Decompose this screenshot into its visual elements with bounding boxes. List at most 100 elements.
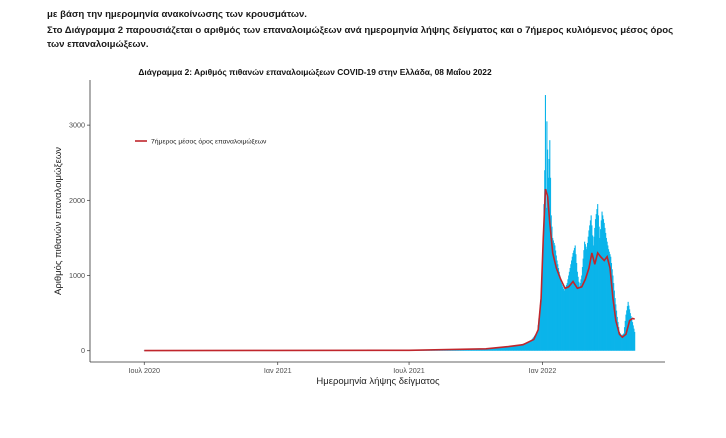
bar [581,267,583,351]
bar [523,343,525,351]
bar [460,349,462,351]
bar [565,286,567,351]
bar [629,309,631,351]
bar [454,349,457,351]
bar [563,288,565,351]
bar [524,343,526,351]
bar [522,343,524,351]
bar [608,249,610,351]
bar-series [143,95,636,351]
bar [463,349,465,351]
x-axis-label: Ημερομηνία λήψης δείγματος [316,376,440,387]
bar [486,348,488,351]
bar [525,342,527,351]
bar [503,347,505,351]
bar [621,335,623,351]
bar [574,245,576,351]
bar [531,338,533,351]
bar [568,271,570,351]
bar [506,346,508,351]
bar [616,310,618,351]
bar [528,341,531,351]
bar [547,149,549,351]
bar [552,237,554,351]
bar [562,286,564,351]
bar [608,251,610,351]
bar [468,349,470,351]
bar [592,245,594,351]
bar [489,348,491,351]
bar [470,349,472,351]
bar [552,240,554,351]
bar [539,304,541,351]
bar [457,349,459,351]
bar [607,245,609,351]
bar [573,250,575,351]
bar [597,204,599,351]
bar [633,328,635,351]
bar [540,298,542,351]
bar [475,349,477,351]
bar [516,345,518,351]
bar [558,271,560,351]
bar [462,349,464,351]
bar [600,229,602,351]
bar [518,344,520,351]
bar [586,242,589,351]
bar [596,209,598,351]
bar [621,334,623,351]
bar [526,342,528,351]
bar [494,347,496,351]
bar [455,349,457,351]
bar [534,334,536,351]
bar [549,140,551,351]
bar [467,349,469,351]
bar [588,230,590,351]
bar [481,348,483,351]
bar [563,290,565,351]
bar [589,220,591,351]
bar [561,284,563,351]
legend: 7ήμερος μέσος όρος επαναλοιμώξεων [135,138,267,146]
bar [545,207,547,351]
bar [499,347,502,351]
bar [492,348,494,351]
bar [583,250,585,351]
bar [623,333,625,351]
bar [457,349,459,351]
bar [528,342,530,351]
bar [536,331,539,351]
bar [456,349,458,351]
bar [582,258,584,351]
bar [458,349,460,351]
bar [534,335,536,351]
bar [514,345,516,351]
bar [556,260,558,351]
bar [460,349,462,351]
bar [475,349,478,351]
bar [465,349,467,351]
bar [617,321,619,351]
legend-label: 7ήμερος μέσος όρος επαναλοιμώξεων [151,138,267,146]
bar [536,332,538,351]
bar [491,348,494,351]
body-text-line: με βάση την ημερομηνία ανακοίνωσης των κ… [47,9,307,20]
bar [520,344,522,351]
bar [507,346,509,351]
bar [628,305,630,351]
bar [597,215,599,351]
bar [477,349,479,351]
bar [481,348,483,351]
bar [464,349,466,351]
rolling-average-line [144,188,635,352]
bar [584,241,586,351]
chart-title: Διάγραμμα 2: Αριθμός πιθανών επαναλοιμώξ… [138,67,492,77]
bar [613,290,615,351]
bar [577,276,579,351]
bar [501,347,503,351]
bar [579,286,581,351]
bar [508,346,510,351]
bar [565,284,568,351]
bar [505,346,507,351]
x-tick-label: Ιαν 2021 [264,366,292,375]
